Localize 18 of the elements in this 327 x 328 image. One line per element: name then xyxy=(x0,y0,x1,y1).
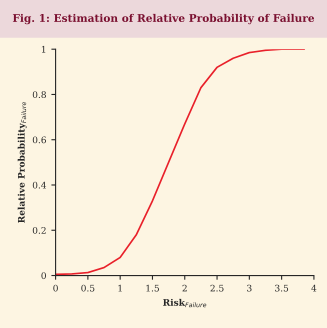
y-tick-label: 0 xyxy=(41,272,46,280)
y-axis-title: Relative Probability$_{Failure}$ xyxy=(18,102,27,223)
x-tick-label: 3 xyxy=(247,284,252,292)
chart-title: Fig. 1: Estimation of Relative Probability of Failure xyxy=(12,14,314,24)
x-tick-label: 4 xyxy=(311,284,316,292)
y-tick-label: 0.8 xyxy=(32,91,46,98)
y-tick-label: 0.6 xyxy=(32,136,46,144)
y-tick-label: 0.2 xyxy=(32,226,46,234)
x-tick-label: 1 xyxy=(118,284,122,292)
x-tick-label: 2.5 xyxy=(210,284,224,292)
y-tick-label: 0.4 xyxy=(32,182,46,189)
y-tick-label: 1 xyxy=(42,46,46,53)
x-tick-label: 1.5 xyxy=(146,284,159,292)
x-tick-label: 0.5 xyxy=(81,284,94,292)
x-tick-label: 0 xyxy=(53,284,58,292)
x-axis-title: Risk$_{Failure}$ xyxy=(163,298,206,308)
x-tick-label: 2 xyxy=(182,284,187,292)
x-tick-label: 3.5 xyxy=(275,284,288,292)
